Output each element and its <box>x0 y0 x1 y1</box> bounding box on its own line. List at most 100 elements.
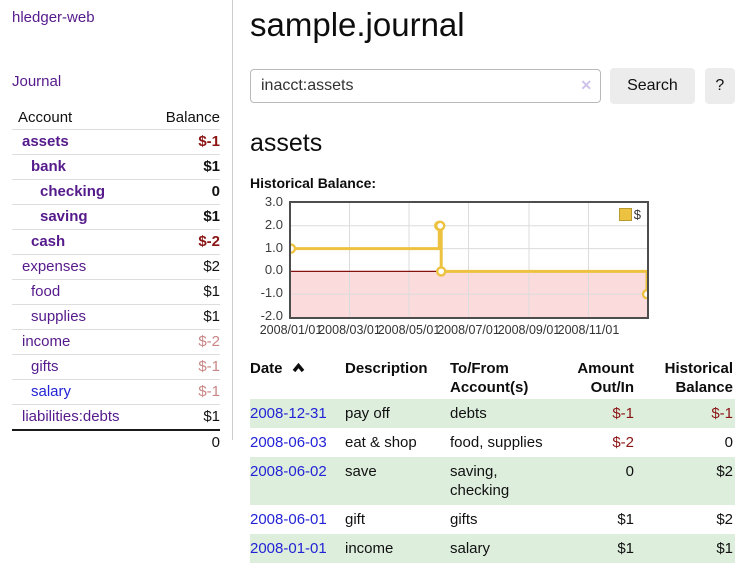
transaction-description: gift <box>345 511 366 528</box>
account-balance: $-1 <box>150 354 220 380</box>
register-header-description: Description <box>345 360 428 377</box>
x-axis-tick-label: 2008/11/01 <box>557 323 620 337</box>
register-header-row: Date Description To/From Account(s) Amou… <box>250 357 735 399</box>
transaction-balance: $2 <box>716 463 733 480</box>
account-balance: $1 <box>150 154 220 180</box>
account-balance: $2 <box>150 254 220 280</box>
transaction-balance: $-1 <box>711 405 733 422</box>
help-button[interactable]: ? <box>704 68 735 104</box>
app-brand-link[interactable]: hledger-web <box>12 9 95 26</box>
sidebar-account-link-assets[interactable]: assets <box>22 133 69 150</box>
date-header-label: Date <box>250 360 283 377</box>
account-balance: $-1 <box>150 379 220 405</box>
sidebar-account-link-gifts[interactable]: gifts <box>31 358 59 375</box>
header-line: Amount <box>577 360 634 377</box>
transaction-amount: 0 <box>625 463 634 480</box>
y-axis-tick-label: 2.0 <box>264 216 283 232</box>
y-axis-tick-label: -1.0 <box>260 285 283 301</box>
transaction-amount: $-1 <box>612 405 634 422</box>
register-header-historical: Historical Balance <box>640 357 735 399</box>
sidebar-item-journal[interactable]: Journal <box>12 73 62 90</box>
register-header-date[interactable]: Date <box>250 357 345 399</box>
sidebar-account-link-expenses[interactable]: expenses <box>22 258 87 275</box>
transaction-date-link[interactable]: 2008-06-01 <box>250 511 327 528</box>
header-line: Balance <box>675 379 733 396</box>
account-balance: $1 <box>150 279 220 305</box>
account-row: food $1 <box>12 279 220 305</box>
account-heading: assets <box>250 129 323 157</box>
account-balance: 0 <box>150 179 220 205</box>
transaction-description: eat & shop <box>345 434 417 451</box>
spacer <box>12 429 151 455</box>
transaction-date-link[interactable]: 2008-06-02 <box>250 463 327 480</box>
sidebar: hledger-web Journal Account Balance asse… <box>0 0 232 455</box>
account-balance: $-1 <box>150 129 220 155</box>
transaction-amount: $-2 <box>612 434 634 451</box>
transaction-date-link[interactable]: 2008-12-31 <box>250 405 327 422</box>
x-axis-tick-label: 2008/03/01 <box>318 323 381 337</box>
search-input[interactable] <box>250 69 602 103</box>
register-header-amount: Amount Out/In <box>558 357 640 399</box>
register-row: 2008-06-01 gift gifts $1 $2 <box>250 505 735 534</box>
transaction-accounts: salary <box>450 540 491 557</box>
sidebar-account-link-salary[interactable]: salary <box>31 383 72 400</box>
account-row: gifts $-1 <box>12 354 220 380</box>
account-row: bank $1 <box>12 154 220 180</box>
account-balance: $1 <box>150 204 220 230</box>
header-line: To/From <box>450 360 509 377</box>
transaction-description: save <box>345 463 377 480</box>
y-axis-tick-label: 3.0 <box>264 194 283 209</box>
search-button[interactable]: Search <box>610 68 695 104</box>
legend-swatch <box>618 208 632 221</box>
clear-search-icon[interactable]: ✕ <box>580 77 593 93</box>
transaction-balance: $2 <box>716 511 733 528</box>
register-row: 2008-12-31 pay off debts $-1 $-1 <box>250 399 735 428</box>
x-axis-tick-label: 2008/09/01 <box>497 323 561 337</box>
transaction-amount: $1 <box>617 511 634 528</box>
register-row: 2008-06-02 save saving, checking 0 $2 <box>250 457 735 505</box>
account-balance: $1 <box>150 304 220 330</box>
chart-legend: $ <box>617 207 642 222</box>
chart-plot-area: $ <box>289 201 649 319</box>
balance-chart: $ 3.0 2.0 1.0 0.0 -1.0 -2.0 2008/01/01 2008/03/… <box>250 194 735 338</box>
transaction-date-link[interactable]: 2008-01-01 <box>250 540 327 557</box>
sidebar-account-link-saving[interactable]: saving <box>40 208 88 225</box>
transaction-description: pay off <box>345 405 390 422</box>
sidebar-account-link-food[interactable]: food <box>31 283 61 300</box>
sidebar-account-link-liabilities-debts[interactable]: liabilities:debts <box>22 408 120 425</box>
register-row: 2008-01-01 income salary $1 $1 <box>250 534 735 563</box>
account-row: assets $-1 <box>12 129 220 155</box>
transaction-date-link[interactable]: 2008-06-03 <box>250 434 327 451</box>
search-form: ✕ Search ? <box>250 68 735 104</box>
search-input-wrap: ✕ <box>250 69 602 103</box>
register-row: 2008-06-03 eat & shop food, supplies $-2 0 <box>250 428 735 457</box>
account-row: income $-2 <box>12 329 220 355</box>
sort-ascending-icon <box>292 360 305 379</box>
y-axis-tick-label: -2.0 <box>260 308 283 323</box>
transaction-description: income <box>345 540 394 557</box>
account-row: expenses $2 <box>12 254 220 280</box>
register-table: Date Description To/From Account(s) Amou… <box>250 357 735 563</box>
x-axis-tick-label: 2008/01/01 <box>259 323 323 337</box>
account-balance: $-2 <box>150 229 220 255</box>
accounts-header-account: Account <box>18 109 73 126</box>
accounts-header-balance: Balance <box>165 109 220 126</box>
transaction-accounts: debts <box>450 405 487 422</box>
legend-label: $ <box>633 207 641 222</box>
transaction-accounts: food, supplies <box>450 434 543 451</box>
transaction-date: 2008-06-01 <box>250 505 345 534</box>
sidebar-account-link-supplies[interactable]: supplies <box>31 308 87 325</box>
accounts-table: Account Balance assets $-1 bank $1 checking 0… <box>12 106 220 455</box>
sidebar-account-link-income[interactable]: income <box>22 333 71 350</box>
transaction-accounts: gifts <box>450 511 478 528</box>
sidebar-account-link-checking[interactable]: checking <box>40 183 106 200</box>
y-axis-tick-label: 0.0 <box>264 262 283 278</box>
sidebar-account-link-cash[interactable]: cash <box>31 233 66 250</box>
transaction-balance: 0 <box>724 434 733 451</box>
sidebar-account-link-bank[interactable]: bank <box>31 158 67 175</box>
transaction-amount: $1 <box>617 540 634 557</box>
account-row: salary $-1 <box>12 379 220 405</box>
x-axis-tick-label: 2008/05/01 <box>377 323 441 337</box>
chart-title: Historical Balance: <box>250 175 377 191</box>
